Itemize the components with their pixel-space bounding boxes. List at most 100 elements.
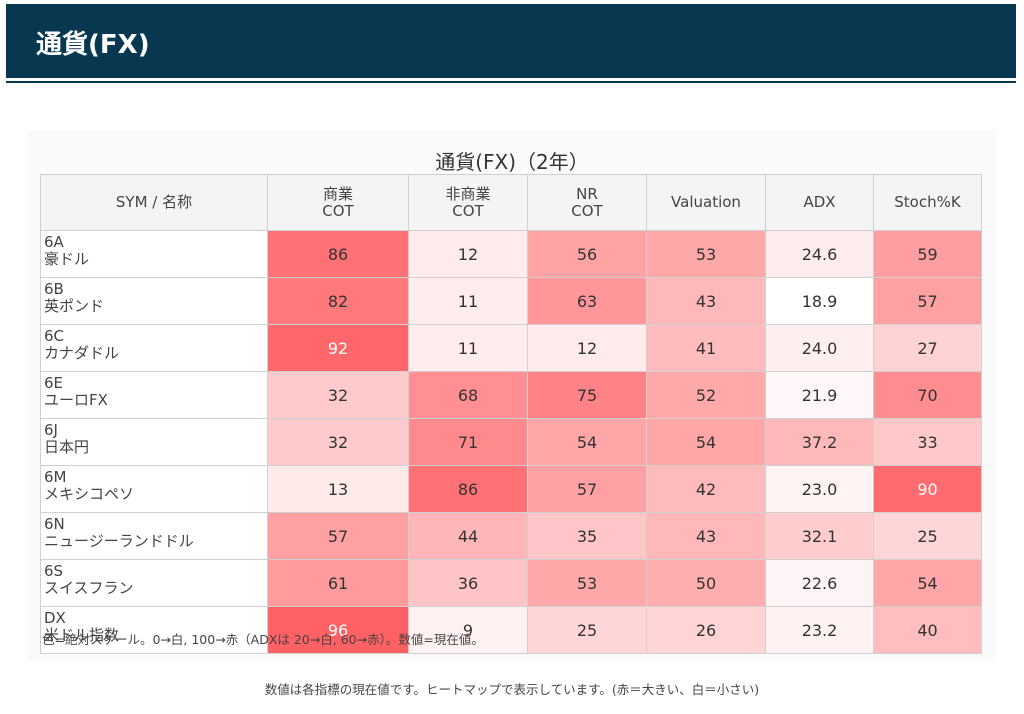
heatmap-cell: 96 <box>267 606 409 654</box>
heatmap-cell: 33 <box>873 418 982 466</box>
heatmap-cell: 22.6 <box>765 559 874 607</box>
table-row: 6C カナダドル 92 11 12 41 24.0 27 <box>40 324 982 372</box>
heatmap-cell: 86 <box>267 230 409 278</box>
table-row: 6S スイスフラン 61 36 53 50 22.6 54 <box>40 559 982 607</box>
heatmap-cell: 32 <box>267 371 409 419</box>
table-row: 6M メキシコペソ 13 86 57 42 23.0 90 <box>40 465 982 513</box>
heatmap-body: 6A 豪ドル 86 12 56 53 24.6 59 6B 英ポンド 82 11 63 43 18.9 57 6… <box>40 230 982 654</box>
heatmap-cell: 32.1 <box>765 512 874 560</box>
heatmap-cell: 40 <box>873 606 982 654</box>
symbol-name: 豪ドル <box>44 250 90 268</box>
heatmap-cell: 21.9 <box>765 371 874 419</box>
heatmap-cell: 27 <box>873 324 982 372</box>
symbol-cell: DX 米ドル指数 <box>40 606 268 654</box>
symbol-cell: 6A 豪ドル <box>40 230 268 278</box>
column-header: SYM / 名称 <box>40 174 268 231</box>
header-row: SYM / 名称 商業 COT 非商業 COT NR COT Valuation… <box>40 174 982 231</box>
color-scale-note: 色=絶対スケール。0→白, 100→赤（ADXは 20→白, 60→赤）。数値=… <box>42 632 484 647</box>
heatmap-cell: 53 <box>527 559 647 607</box>
heatmap-cell: 11 <box>408 324 528 372</box>
column-header: ADX <box>765 174 874 231</box>
heatmap-cell: 13 <box>267 465 409 513</box>
heatmap-cell: 32 <box>267 418 409 466</box>
table-row: 6B 英ポンド 82 11 63 43 18.9 57 <box>40 277 982 325</box>
heatmap-cell: 50 <box>646 559 766 607</box>
symbol-name: カナダドル <box>44 344 120 362</box>
column-header: 非商業 COT <box>408 174 528 231</box>
symbol-cell: 6N ニュージーランドドル <box>40 512 268 560</box>
heatmap-cell: 9 <box>408 606 528 654</box>
heatmap-cell: 53 <box>646 230 766 278</box>
heatmap-cell: 57 <box>873 277 982 325</box>
heatmap-cell: 90 <box>873 465 982 513</box>
symbol-code: DX <box>44 609 66 627</box>
heatmap-cell: 56 <box>527 230 647 278</box>
footer-note: 数値は各指標の現在値です。ヒートマップで表示しています。(赤＝大きい、白＝小さい… <box>264 682 760 697</box>
page-title: 通貨(FX) <box>36 30 150 60</box>
heatmap-cell: 25 <box>873 512 982 560</box>
heatmap-cell: 82 <box>267 277 409 325</box>
heatmap-cell: 23.0 <box>765 465 874 513</box>
symbol-name: ニュージーランドドル <box>44 532 194 550</box>
heatmap-cell: 12 <box>408 230 528 278</box>
heatmap-cell: 92 <box>267 324 409 372</box>
symbol-cell: 6C カナダドル <box>40 324 268 372</box>
symbol-cell: 6M メキシコペソ <box>40 465 268 513</box>
symbol-code: 6C <box>44 327 65 345</box>
symbol-code: 6A <box>44 233 64 251</box>
symbol-name: 英ポンド <box>44 297 105 315</box>
heatmap-cell: 24.0 <box>765 324 874 372</box>
column-header: Valuation <box>646 174 766 231</box>
heatmap-cell: 41 <box>646 324 766 372</box>
column-header: NR COT <box>527 174 647 231</box>
symbol-cell: 6B 英ポンド <box>40 277 268 325</box>
symbol-code: 6B <box>44 280 64 298</box>
heatmap-cell: 57 <box>267 512 409 560</box>
heatmap-cell: 75 <box>527 371 647 419</box>
symbol-name: ユーロFX <box>44 391 108 409</box>
chart-title: 通貨(FX)（2年） <box>435 150 589 174</box>
heatmap-cell: 61 <box>267 559 409 607</box>
heatmap-cell: 18.9 <box>765 277 874 325</box>
symbol-name: 米ドル指数 <box>44 626 120 644</box>
symbol-name: 日本円 <box>44 438 90 456</box>
heatmap-cell: 52 <box>646 371 766 419</box>
symbol-name: メキシコペソ <box>44 485 135 503</box>
heatmap-cell: 71 <box>408 418 528 466</box>
heatmap-cell: 63 <box>527 277 647 325</box>
heatmap-cell: 42 <box>646 465 766 513</box>
heatmap-cell: 11 <box>408 277 528 325</box>
table-row: DX 米ドル指数 96 9 25 26 23.2 40 <box>40 606 982 654</box>
heatmap-cell: 59 <box>873 230 982 278</box>
symbol-cell: 6S スイスフラン <box>40 559 268 607</box>
symbol-code: 6J <box>44 421 58 439</box>
heatmap-cell: 57 <box>527 465 647 513</box>
heatmap-cell: 23.2 <box>765 606 874 654</box>
heatmap-cell: 25 <box>527 606 647 654</box>
heatmap-cell: 70 <box>873 371 982 419</box>
table-row: 6A 豪ドル 86 12 56 53 24.6 59 <box>40 230 982 278</box>
table-row: 6E ユーロFX 32 68 75 52 21.9 70 <box>40 371 982 419</box>
heatmap-cell: 26 <box>646 606 766 654</box>
heatmap-cell: 54 <box>873 559 982 607</box>
heatmap-cell: 37.2 <box>765 418 874 466</box>
heatmap-cell: 24.6 <box>765 230 874 278</box>
symbol-code: 6S <box>44 562 64 580</box>
heatmap-cell: 36 <box>408 559 528 607</box>
heatmap-cell: 12 <box>527 324 647 372</box>
heatmap-cell: 35 <box>527 512 647 560</box>
symbol-code: 6E <box>44 374 64 392</box>
page-header: 通貨(FX) <box>6 4 1016 78</box>
heatmap-cell: 54 <box>527 418 647 466</box>
symbol-code: 6M <box>44 468 67 486</box>
table-row: 6J 日本円 32 71 54 54 37.2 33 <box>40 418 982 466</box>
column-header: 商業 COT <box>267 174 409 231</box>
symbol-name: スイスフラン <box>44 579 134 597</box>
header-divider <box>6 81 1016 83</box>
table-row: 6N ニュージーランドドル 57 44 35 43 32.1 25 <box>40 512 982 560</box>
heatmap-cell: 43 <box>646 277 766 325</box>
heatmap-cell: 44 <box>408 512 528 560</box>
heatmap-cell: 43 <box>646 512 766 560</box>
heatmap-cell: 86 <box>408 465 528 513</box>
symbol-cell: 6E ユーロFX <box>40 371 268 419</box>
